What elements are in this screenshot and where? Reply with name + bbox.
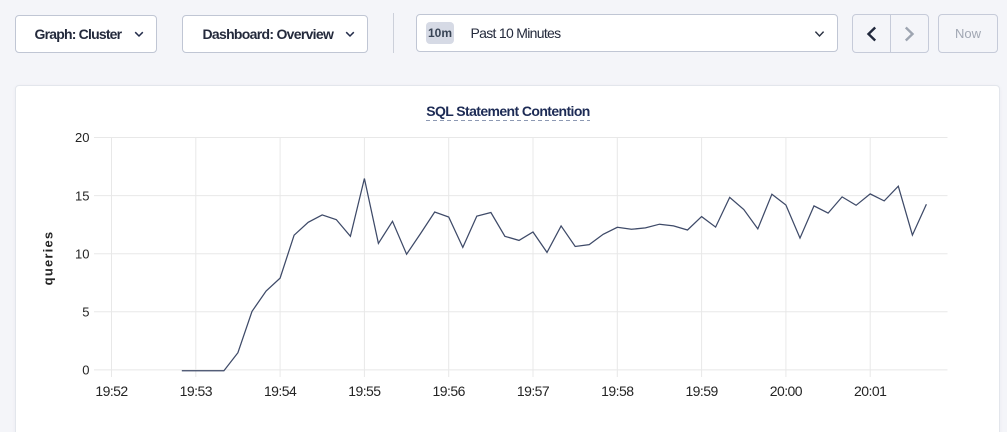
svg-text:19:54: 19:54 (264, 383, 297, 399)
svg-text:19:59: 19:59 (685, 383, 718, 399)
svg-text:19:56: 19:56 (433, 383, 466, 399)
svg-text:queries: queries (41, 231, 56, 286)
svg-text:20:01: 20:01 (854, 383, 887, 399)
svg-text:19:58: 19:58 (601, 383, 634, 399)
svg-text:5: 5 (82, 305, 89, 320)
svg-text:15: 15 (75, 188, 89, 203)
svg-text:19:57: 19:57 (517, 383, 550, 399)
svg-text:19:52: 19:52 (95, 383, 128, 399)
svg-text:19:53: 19:53 (180, 383, 213, 399)
svg-text:10: 10 (75, 246, 89, 261)
svg-text:20:00: 20:00 (770, 383, 803, 399)
svg-text:19:55: 19:55 (348, 383, 381, 399)
svg-text:0: 0 (82, 363, 89, 378)
svg-text:20: 20 (75, 130, 89, 145)
